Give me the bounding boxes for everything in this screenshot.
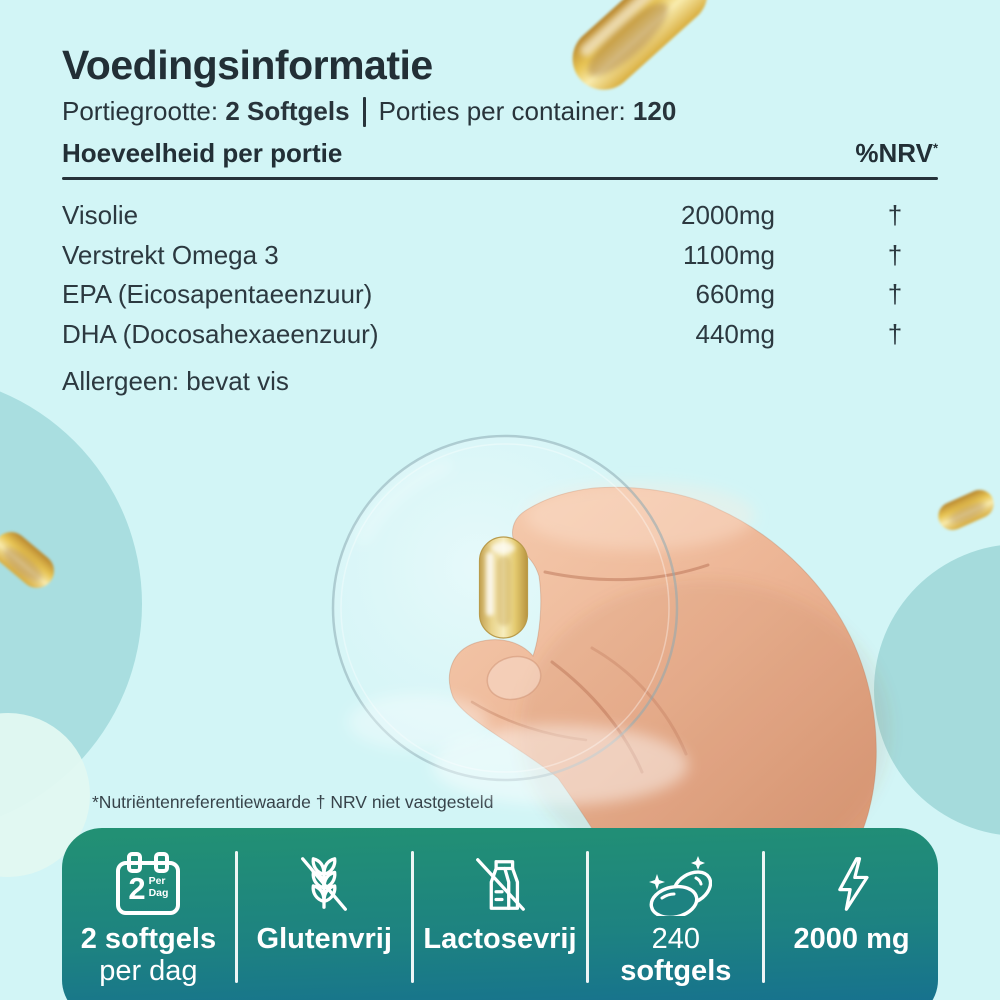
badge-line2: per dag (99, 955, 198, 988)
nutrient-amount: 1100mg (682, 239, 775, 270)
panel-divider (586, 851, 590, 983)
calendar-ring-icon (154, 852, 170, 873)
badge-strength: 2000 mg (765, 828, 938, 1000)
nrv-footnote: *Nutriëntenreferentiewaarde † NRV niet v… (92, 792, 494, 812)
amount-per-serving-header: Hoeveelheid per portie (62, 138, 343, 168)
decor-circle-right (874, 545, 1000, 835)
page-title: Voedingsinformatie (62, 42, 433, 88)
serving-size-value: 2 Softgels (225, 96, 350, 126)
decor-circle-left (0, 391, 142, 817)
calendar-per-text: Per (148, 875, 166, 888)
table-row: DHA (Docosahexaeenzuur) 440mg † (62, 315, 938, 355)
lightning-bolt-icon (837, 857, 869, 911)
floating-capsule-left-icon (0, 532, 55, 588)
magnifier-bubble (333, 436, 677, 780)
nrv-header: %NRV* (855, 138, 938, 168)
badge-line1: 2 softgels (80, 923, 217, 955)
header-rule (62, 177, 938, 180)
panel-divider (410, 851, 414, 983)
separator-bar (362, 97, 366, 127)
calendar-number: 2 (128, 870, 146, 906)
table-row: EPA (Eicosapentaeenzuur) 660mg † (62, 275, 938, 315)
badge-dosage: 2 Per Dag 2 softgels per dag (62, 828, 235, 1000)
milk-lactose-free-icon (476, 858, 525, 911)
badge-line1: Glutenvrij (256, 923, 392, 955)
hand-photo (448, 482, 890, 880)
nutrition-table: Visolie 2000mg † Verstrekt Omega 3 1100m… (62, 196, 938, 354)
allergen-line: Allergeen: bevat vis (62, 366, 289, 396)
calendar-ring-icon (127, 852, 143, 873)
nutrient-name: DHA (Docosahexaeenzuur) (62, 318, 379, 349)
nrv-asterisk: * (932, 140, 938, 156)
nutrient-amount: 660mg (695, 279, 776, 310)
nutrient-name: EPA (Eicosapentaeenzuur) (62, 279, 373, 310)
sparkle-icon (690, 856, 705, 870)
nutrient-name: Verstrekt Omega 3 (62, 239, 279, 270)
badge-line1: 240 (651, 923, 700, 955)
table-header: Hoeveelheid per portie %NRV* (62, 138, 938, 169)
table-row: Visolie 2000mg † (62, 196, 938, 236)
table-row: Verstrekt Omega 3 1100mg † (62, 236, 938, 276)
servings-per-container-value: 120 (632, 96, 677, 126)
badge-gluten-free: Glutenvrij (238, 828, 411, 1000)
nutrient-name: Visolie (62, 200, 139, 231)
calendar-2-per-dag-icon: 2 Per Dag (116, 852, 181, 915)
sparkle-icon (648, 874, 665, 890)
wheat-gluten-free-icon (301, 857, 348, 911)
badge-line2: softgels (620, 955, 732, 988)
nutrient-nrv: † (887, 318, 903, 349)
badge-count: 240 softgels (589, 828, 762, 1000)
panel-divider (762, 851, 766, 983)
nutrient-amount: 2000mg (681, 200, 775, 231)
servings-per-container-label: Porties per container: (378, 96, 633, 126)
nutrient-nrv: † (887, 239, 903, 270)
nutrient-nrv: † (887, 279, 903, 310)
badge-line1: 2000 mg (793, 923, 910, 955)
nutrient-amount: 440mg (695, 318, 776, 349)
floating-capsule-top-icon (572, 0, 708, 90)
calendar-dag-text: Dag (148, 887, 169, 899)
floating-capsule-right-icon (938, 489, 994, 531)
softgels-sparkle-icon (648, 856, 712, 916)
badge-line1: Lactosevrij (423, 923, 577, 955)
nutrient-nrv: † (887, 200, 903, 231)
panel-divider (234, 851, 238, 983)
magnifier-bubble-rim (331, 434, 688, 805)
feature-panel: 2 Per Dag 2 softgels per dag (62, 828, 938, 1000)
serving-size-label: Portiegrootte: (62, 96, 226, 126)
badge-lactose-free: Lactosevrij (414, 828, 587, 1000)
softgel-capsule-held (478, 536, 529, 639)
thumb-nail (486, 655, 542, 701)
serving-line: Portiegrootte: 2 Softgels Porties per con… (62, 96, 676, 127)
